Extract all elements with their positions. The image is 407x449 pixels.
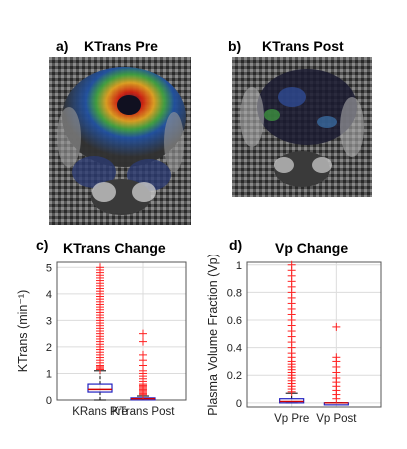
x-tick-label: Vp Post: [316, 413, 357, 425]
y-tick-label: 1: [46, 368, 52, 380]
y-tick-label: 2: [46, 342, 52, 354]
outlier-point: [139, 337, 147, 346]
y-tick-label: 0.2: [227, 370, 242, 382]
panel-c-title: KTrans Change: [63, 240, 166, 256]
panel-b-title: KTrans Post: [262, 38, 344, 54]
y-tick-label: 3: [46, 315, 52, 327]
panel-d-label: d): [229, 237, 243, 253]
y-tick-label: 0: [46, 395, 52, 407]
x-tick-label: KRans Pre: [72, 406, 128, 418]
ktrans-pre-mri-image: [49, 57, 191, 225]
panel-b-label: b): [228, 38, 242, 54]
outlier-point: [139, 350, 147, 359]
panel-c-label: c): [36, 237, 49, 253]
x-tick-label: KTrans Post: [112, 406, 176, 418]
outlier-point: [332, 353, 341, 362]
y-tick-label: 4: [46, 289, 52, 301]
outlier-point: [287, 260, 296, 269]
y-tick-label: 0.8: [227, 287, 242, 299]
y-axis-label: KTrans (min⁻¹): [16, 290, 30, 373]
ktrans-post-mri-image: [232, 57, 372, 197]
vp-change-boxplot: 0 0.2 0.4 0.6 0.8 1 Vp Pre Vp Post Plasma Volume…: [206, 255, 382, 425]
box: [87, 383, 113, 393]
plot-frame: [56, 261, 187, 401]
outlier-point: [332, 322, 341, 331]
panel-a-title: KTrans Pre: [84, 38, 158, 54]
y-tick-label: 1: [236, 260, 242, 272]
panel-a-label: a): [56, 38, 69, 54]
outlier-point: [96, 263, 104, 272]
y-tick-label: 0.4: [227, 343, 242, 355]
panel-d-title: Vp Change: [275, 240, 349, 256]
x-tick-label: Vp Pre: [274, 413, 309, 425]
y-tick-label: 5: [46, 262, 52, 274]
plot-frame: [246, 261, 382, 408]
y-tick-label: 0: [236, 398, 242, 410]
y-axis-label: Plasma Volume Fraction (Vp): [206, 255, 220, 416]
y-tick-label: 0.6: [227, 315, 242, 327]
outlier-point: [139, 329, 147, 338]
